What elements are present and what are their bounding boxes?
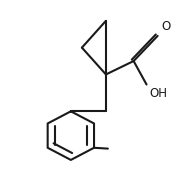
Text: O: O xyxy=(161,20,171,33)
Text: OH: OH xyxy=(150,87,168,100)
